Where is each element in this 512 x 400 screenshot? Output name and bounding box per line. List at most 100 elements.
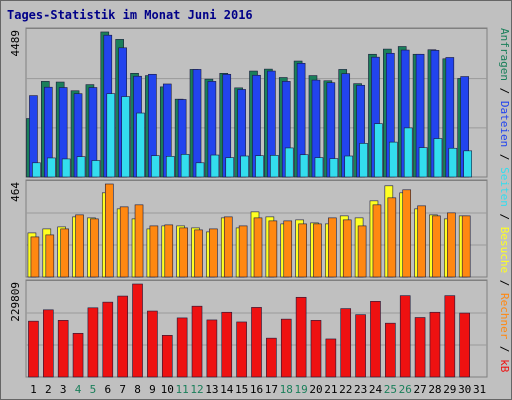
bar-seiten-day-27 <box>418 147 428 178</box>
bar-seiten-day-11 <box>180 154 190 178</box>
x-label-day-9: 9 <box>149 383 156 396</box>
legend-seiten: Seiten <box>498 167 511 207</box>
bar-kb-day-2 <box>43 309 54 378</box>
bar-seiten-day-29 <box>448 147 458 178</box>
bar-rechner-day-6 <box>104 183 114 278</box>
bar-seiten-day-1 <box>32 162 41 178</box>
bar-rechner-day-23 <box>357 225 367 278</box>
x-label-day-19: 19 <box>294 383 307 396</box>
chart-title: Tages-Statistik im Monat Juni 2016 <box>7 8 253 22</box>
bar-kb-day-20 <box>310 320 322 378</box>
x-label-day-15: 15 <box>235 383 248 396</box>
bar-seiten-day-23 <box>359 143 368 178</box>
legend-rechner: Rechner <box>498 293 511 340</box>
bar-rechner-day-19 <box>298 223 307 278</box>
x-label-day-11: 11 <box>176 383 189 396</box>
x-label-day-31: 31 <box>473 383 486 396</box>
x-label-day-4: 4 <box>75 383 82 396</box>
bar-seiten-day-30 <box>463 150 472 178</box>
bar-kb-day-21 <box>325 338 337 378</box>
x-label-day-28: 28 <box>428 383 441 396</box>
bar-rechner-day-25 <box>387 197 397 278</box>
bar-kb-day-26 <box>399 295 411 378</box>
bar-seiten-day-8 <box>136 112 145 178</box>
bar-seiten-day-19 <box>299 154 309 178</box>
x-label-day-10: 10 <box>161 383 174 396</box>
legend-besuche: Besuche <box>498 227 511 273</box>
legend-anfragen: Anfragen <box>498 28 511 81</box>
x-label-day-27: 27 <box>413 383 426 396</box>
bar-kb-day-7 <box>117 295 128 378</box>
bar-rechner-day-29 <box>447 212 456 278</box>
x-label-day-17: 17 <box>265 383 278 396</box>
x-label-day-3: 3 <box>60 383 67 396</box>
chart-panels: 4489 464 229809 <box>9 27 488 378</box>
x-label-day-26: 26 <box>399 383 412 396</box>
bar-kb-day-12 <box>191 305 203 378</box>
legend-kb: kB <box>498 359 511 373</box>
bar-kb-day-11 <box>176 317 188 378</box>
bar-seiten-day-6 <box>106 93 116 178</box>
bar-seiten-day-3 <box>61 158 71 178</box>
bar-rechner-day-26 <box>402 189 412 278</box>
bar-kb-day-3 <box>57 320 69 378</box>
bar-rechner-day-30 <box>461 215 471 278</box>
bar-seiten-day-14 <box>225 157 235 178</box>
bar-rechner-day-22 <box>342 219 352 278</box>
x-label-day-14: 14 <box>220 383 234 396</box>
bar-rechner-day-9 <box>149 225 159 278</box>
bar-seiten-day-21 <box>329 158 339 178</box>
bar-seiten-day-20 <box>314 157 324 178</box>
bar-rechner-day-13 <box>209 228 218 278</box>
x-label-day-20: 20 <box>309 383 322 396</box>
x-label-day-29: 29 <box>443 383 456 396</box>
bar-seiten-day-13 <box>210 154 220 178</box>
bar-seiten-day-12 <box>195 162 205 178</box>
bar-rechner-day-24 <box>372 204 382 278</box>
x-label-day-30: 30 <box>458 383 471 396</box>
bar-kb-day-14 <box>221 311 233 378</box>
x-label-day-6: 6 <box>104 383 111 396</box>
bar-rechner-day-4 <box>75 214 84 278</box>
bar-kb-day-22 <box>340 308 352 378</box>
bar-rechner-day-8 <box>134 204 144 278</box>
bar-rechner-day-14 <box>223 216 233 278</box>
bar-kb-day-9 <box>147 310 158 378</box>
bar-kb-day-29 <box>444 295 456 378</box>
x-label-day-13: 13 <box>205 383 218 396</box>
bar-kb-day-28 <box>429 311 441 378</box>
x-label-day-16: 16 <box>250 383 263 396</box>
bar-kb-day-24 <box>370 301 381 378</box>
x-label-day-1: 1 <box>30 383 37 396</box>
bar-kb-day-13 <box>206 319 218 378</box>
bar-kb-day-23 <box>355 314 366 378</box>
bar-kb-day-10 <box>161 335 173 378</box>
bar-seiten-day-24 <box>374 123 383 178</box>
y-max-label: 464 <box>9 182 22 202</box>
bar-rechner-day-17 <box>268 220 278 278</box>
bar-rechner-day-21 <box>328 217 337 278</box>
x-label-day-7: 7 <box>119 383 126 396</box>
x-label-day-2: 2 <box>45 383 52 396</box>
bar-rechner-day-12 <box>194 229 203 278</box>
bar-seiten-day-7 <box>121 96 130 178</box>
bar-rechner-day-11 <box>179 227 188 278</box>
bar-seiten-day-10 <box>165 156 175 178</box>
panel-kb: 229809 <box>9 279 488 378</box>
bar-seiten-day-2 <box>47 157 56 178</box>
right-legend: Anfragen / Dateien / Seiten / Besuche / … <box>498 28 511 373</box>
bar-rechner-day-16 <box>253 217 263 278</box>
x-label-day-12: 12 <box>190 383 203 396</box>
bar-kb-day-8 <box>132 283 143 378</box>
x-axis-labels: 1 2 3 4 5 6 7 8 9 10 11 12 13 14 15 16 17 18 19 20 21 22 23 24 2… <box>30 383 486 396</box>
bar-rechner-day-2 <box>45 234 55 278</box>
bar-seiten-day-25 <box>389 141 398 178</box>
bar-kb-day-1 <box>28 320 39 378</box>
bar-kb-day-18 <box>280 318 292 378</box>
legend-dateien: Dateien <box>498 101 511 147</box>
bar-kb-day-30 <box>459 312 470 378</box>
x-label-day-24: 24 <box>369 383 383 396</box>
bar-rechner-day-28 <box>432 215 441 278</box>
bar-rechner-day-1 <box>30 236 40 278</box>
bar-seiten-day-5 <box>91 160 101 178</box>
